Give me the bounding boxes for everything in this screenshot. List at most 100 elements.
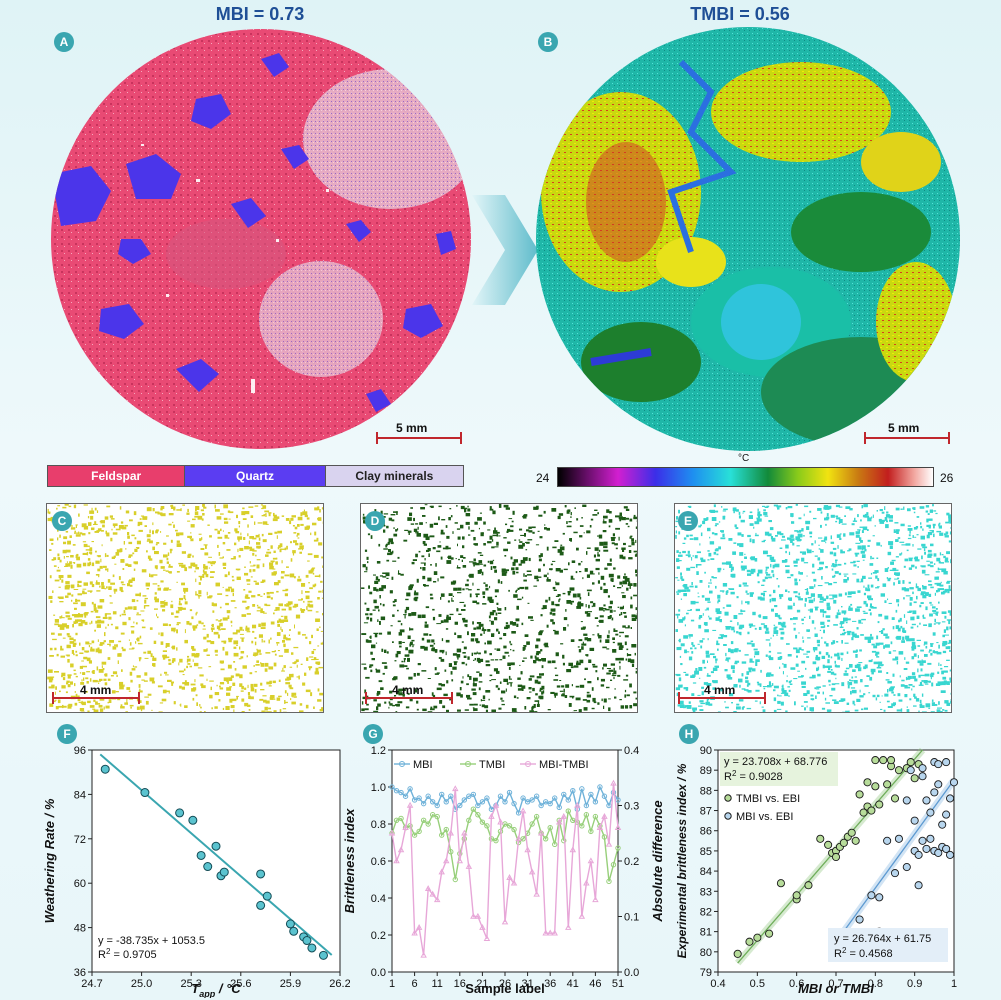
series-marker	[393, 788, 400, 794]
y-axis-label: Experimental brittleness index / %	[675, 763, 689, 958]
data-point	[918, 764, 927, 773]
series-marker	[552, 841, 558, 848]
data-point	[824, 840, 833, 849]
x-tick-label: 31	[521, 978, 533, 990]
series-marker	[465, 862, 473, 869]
y-axis-label: Weathering Rate / %	[42, 798, 57, 923]
series-marker	[411, 797, 418, 803]
y-tick-label: 0.2	[371, 930, 386, 942]
y-tick-label: 36	[74, 967, 86, 979]
data-point	[887, 756, 896, 765]
legend-marker	[399, 761, 405, 767]
thermal-map-image	[536, 27, 960, 451]
y2-tick-label: 0.2	[624, 856, 639, 868]
series-marker	[511, 826, 517, 833]
speckle-texture	[675, 504, 956, 715]
legend-label: TMBI vs. EBI	[736, 793, 800, 805]
series-marker	[438, 868, 445, 875]
series-marker	[570, 817, 576, 824]
series-marker	[470, 912, 477, 919]
y-tick-label: 1.0	[371, 782, 386, 794]
r-squared: R2 = 0.9028	[724, 769, 783, 783]
series-marker	[501, 918, 509, 925]
x-tick-label: 0.6	[789, 978, 804, 990]
panel-e-scalebar	[678, 692, 766, 704]
data-point	[765, 929, 774, 938]
series-marker	[434, 813, 440, 820]
series-marker	[506, 789, 513, 796]
series-marker	[588, 791, 594, 798]
x-tick-label: 41	[567, 978, 579, 990]
data-point	[285, 919, 295, 929]
data-point	[942, 758, 951, 767]
data-point	[922, 796, 931, 805]
series-marker	[506, 874, 513, 880]
data-point	[926, 834, 935, 843]
series-marker	[425, 793, 431, 799]
x-axis-label: Tapp / °C	[191, 981, 241, 998]
x-tick-label: 16	[454, 978, 466, 990]
series-marker	[483, 935, 491, 941]
series-marker	[493, 837, 499, 844]
series-marker	[402, 824, 409, 830]
data-point	[918, 772, 927, 781]
data-point	[792, 891, 801, 900]
series-marker	[579, 786, 585, 792]
data-point	[867, 891, 876, 900]
data-point	[211, 841, 221, 851]
series-marker	[439, 791, 445, 798]
data-point	[914, 850, 923, 859]
x-tick-label: 24.7	[81, 978, 102, 990]
series-marker	[470, 806, 477, 812]
colorbar-min: 24	[536, 471, 550, 485]
panel-e-image	[674, 503, 956, 715]
data-point	[875, 800, 884, 809]
series-marker	[415, 923, 423, 930]
series-marker	[605, 840, 613, 847]
series-marker	[606, 878, 612, 885]
data-point	[906, 766, 915, 775]
series-marker	[448, 793, 454, 799]
series-marker	[592, 896, 599, 903]
x-tick-label: 25.6	[230, 978, 251, 990]
series-marker	[542, 836, 549, 842]
series-marker	[397, 846, 405, 853]
y-tick-label: 0.8	[371, 819, 386, 831]
panel-a-scalebar	[376, 432, 462, 444]
series-marker	[606, 802, 612, 809]
data-point	[262, 891, 272, 901]
legend-clay: Clay minerals	[325, 466, 463, 486]
series-marker	[615, 845, 621, 851]
data-point	[302, 936, 312, 946]
series-marker	[470, 791, 477, 798]
data-point	[318, 950, 328, 960]
chart-g: 1 6 11 16 21 26 31 36 41 46 510.00.20.40.60.81.01.…	[342, 745, 665, 996]
legend-label: TMBI	[479, 759, 505, 771]
y-tick-label: 1.2	[371, 745, 386, 757]
legend-quartz: Quartz	[185, 466, 326, 486]
panel-d-scale-label: 4 mm	[392, 683, 424, 697]
panel-a-title: MBI = 0.73	[215, 4, 305, 24]
x-tick-label: 46	[589, 978, 601, 990]
panel-c-scalebar	[52, 692, 140, 704]
speckle-texture	[361, 504, 641, 715]
series-marker	[488, 812, 495, 819]
data-point	[219, 867, 229, 877]
fit-line	[835, 779, 955, 943]
x-tick-label: 6	[412, 978, 418, 990]
series-marker	[456, 857, 464, 864]
data-point	[776, 879, 785, 888]
panel-c-scale-label: 4 mm	[80, 683, 112, 697]
data-point	[918, 836, 927, 845]
legend-marker	[724, 794, 732, 802]
panel-b-title: TMBI = 0.56	[690, 4, 790, 24]
series-marker	[452, 785, 459, 792]
series-marker	[565, 808, 571, 814]
data-point	[100, 764, 110, 774]
legend-label: MBI	[413, 759, 433, 771]
data-point	[867, 806, 876, 815]
series-marker	[488, 806, 495, 812]
series-marker	[393, 817, 400, 824]
series-marker	[601, 793, 608, 799]
data-point	[851, 836, 860, 845]
